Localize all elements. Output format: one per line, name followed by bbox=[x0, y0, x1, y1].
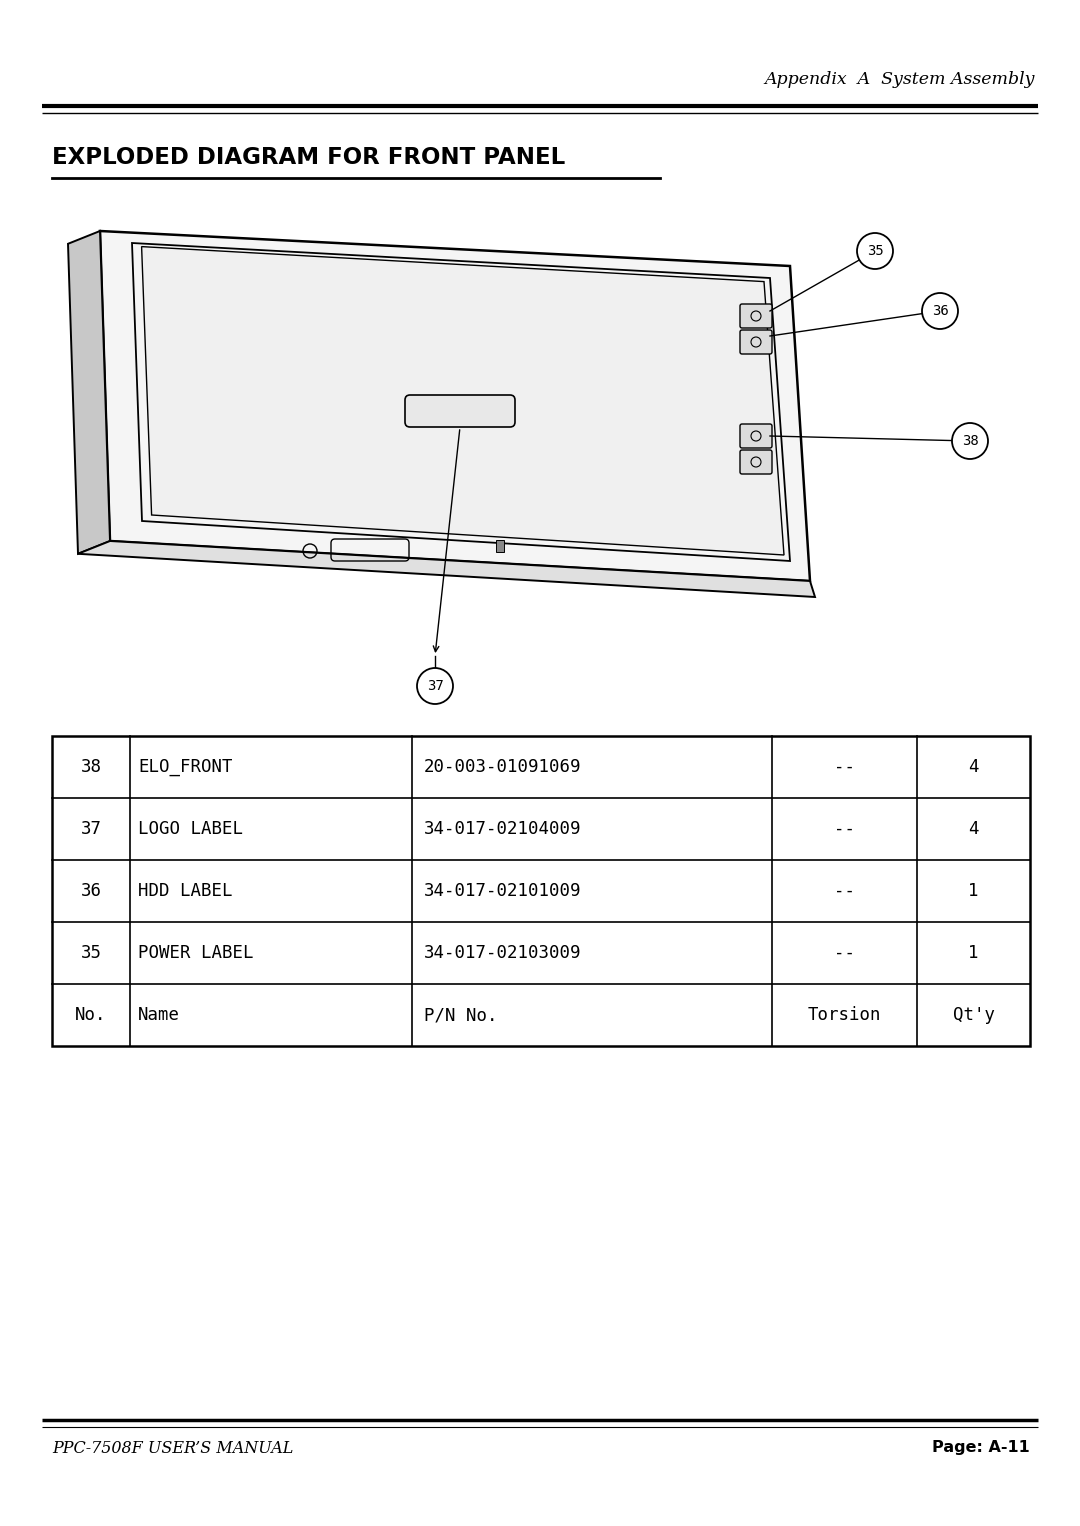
Text: 4: 4 bbox=[969, 819, 978, 838]
Polygon shape bbox=[141, 247, 784, 555]
FancyBboxPatch shape bbox=[740, 450, 772, 475]
Text: Page: A-11: Page: A-11 bbox=[932, 1441, 1030, 1454]
Text: 37: 37 bbox=[427, 679, 444, 693]
Text: 34-017-02104009: 34-017-02104009 bbox=[424, 819, 581, 838]
Polygon shape bbox=[78, 542, 815, 597]
Text: 38: 38 bbox=[961, 433, 978, 449]
Text: ELO_FRONT: ELO_FRONT bbox=[138, 758, 232, 777]
FancyBboxPatch shape bbox=[405, 395, 515, 427]
Text: 35: 35 bbox=[866, 244, 883, 258]
Text: 35: 35 bbox=[81, 945, 102, 961]
Text: Qt'y: Qt'y bbox=[953, 1006, 995, 1024]
Text: 38: 38 bbox=[81, 758, 102, 777]
Bar bbox=[52, 736, 1030, 1045]
Text: Appendix  A  System Assembly: Appendix A System Assembly bbox=[765, 72, 1035, 89]
Text: 4: 4 bbox=[969, 758, 978, 777]
FancyBboxPatch shape bbox=[740, 424, 772, 449]
Text: 34-017-02101009: 34-017-02101009 bbox=[424, 882, 581, 900]
Polygon shape bbox=[68, 230, 110, 554]
Text: --: -- bbox=[834, 882, 855, 900]
Text: Name: Name bbox=[138, 1006, 180, 1024]
Text: 36: 36 bbox=[932, 304, 948, 317]
Text: 37: 37 bbox=[81, 819, 102, 838]
Text: --: -- bbox=[834, 758, 855, 777]
Circle shape bbox=[417, 668, 453, 703]
Text: 20-003-01091069: 20-003-01091069 bbox=[424, 758, 581, 777]
Bar bbox=[496, 540, 504, 552]
Text: POWER LABEL: POWER LABEL bbox=[138, 945, 254, 961]
Polygon shape bbox=[100, 230, 810, 581]
Text: 36: 36 bbox=[81, 882, 102, 900]
Text: --: -- bbox=[834, 819, 855, 838]
Text: Torsion: Torsion bbox=[808, 1006, 881, 1024]
FancyBboxPatch shape bbox=[740, 304, 772, 328]
Text: P/N No.: P/N No. bbox=[424, 1006, 498, 1024]
Text: PPC-7508F USER’S MANUAL: PPC-7508F USER’S MANUAL bbox=[52, 1441, 294, 1457]
Text: 1: 1 bbox=[969, 945, 978, 961]
Text: --: -- bbox=[834, 945, 855, 961]
Text: EXPLODED DIAGRAM FOR FRONT PANEL: EXPLODED DIAGRAM FOR FRONT PANEL bbox=[52, 146, 565, 169]
Text: LOGO LABEL: LOGO LABEL bbox=[138, 819, 243, 838]
Text: 34-017-02103009: 34-017-02103009 bbox=[424, 945, 581, 961]
Text: HDD LABEL: HDD LABEL bbox=[138, 882, 232, 900]
Circle shape bbox=[922, 293, 958, 330]
FancyBboxPatch shape bbox=[740, 330, 772, 354]
Text: 1: 1 bbox=[969, 882, 978, 900]
Circle shape bbox=[951, 423, 988, 459]
Text: No.: No. bbox=[76, 1006, 107, 1024]
Circle shape bbox=[858, 233, 893, 269]
